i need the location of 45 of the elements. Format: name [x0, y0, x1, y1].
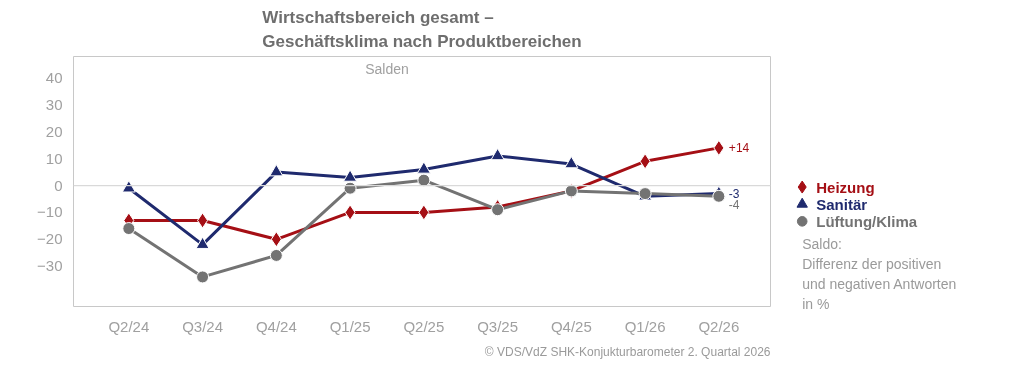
x-tick-label: Q2/25	[403, 317, 445, 335]
legend-label: Sanitär	[816, 195, 868, 213]
x-tick-label: Q3/24	[182, 317, 224, 335]
point	[197, 212, 209, 229]
point	[490, 147, 505, 161]
text: Saldo: Differenz der positiven und negativen Antworten in %	[802, 236, 957, 313]
point	[564, 156, 579, 169]
point	[712, 189, 726, 203]
y-tick-label: −10	[37, 203, 63, 221]
point	[121, 180, 136, 193]
point	[416, 161, 431, 174]
y-tick-label: 30	[45, 95, 63, 113]
point	[343, 169, 358, 182]
x-tick-label: Q3/25	[477, 317, 519, 335]
chart-subtitle: Salden	[365, 60, 409, 77]
point	[417, 173, 431, 187]
x-tick-label: Q2/26	[698, 317, 740, 335]
x-tick-label: Q4/25	[550, 317, 592, 335]
point	[418, 204, 430, 221]
legend-label: Heizung	[816, 178, 875, 196]
point	[713, 139, 725, 156]
data-label: +14	[728, 141, 750, 156]
point	[344, 204, 356, 221]
x-tick-label: Q1/25	[329, 317, 371, 335]
point	[269, 164, 284, 177]
y-tick-label: 40	[45, 69, 63, 87]
chart-title: Wirtschaftsbereich gesamt – Geschäftsklima nach Produktbereichen	[262, 7, 582, 52]
legend-label: Lüftung/Klima	[816, 212, 918, 230]
point	[491, 203, 505, 217]
y-tick-label: 10	[45, 149, 63, 167]
point	[639, 153, 651, 170]
point	[122, 222, 136, 236]
point	[269, 248, 283, 262]
x-tick-label: Q2/24	[108, 317, 150, 335]
data-label: -4	[728, 198, 740, 213]
point	[270, 231, 282, 248]
point	[343, 181, 357, 195]
y-tick-label: −20	[37, 230, 63, 248]
x-tick-label: Q4/24	[255, 317, 297, 335]
y-tick-label: −30	[37, 257, 63, 275]
y-tick-label: 20	[45, 122, 63, 140]
point	[196, 270, 210, 284]
text: © VDS/VdZ SHK-Konjukturbarometer 2. Quartal 2026	[484, 344, 771, 359]
x-tick-label: Q1/26	[624, 317, 666, 335]
y-tick-label: 0	[54, 176, 63, 194]
